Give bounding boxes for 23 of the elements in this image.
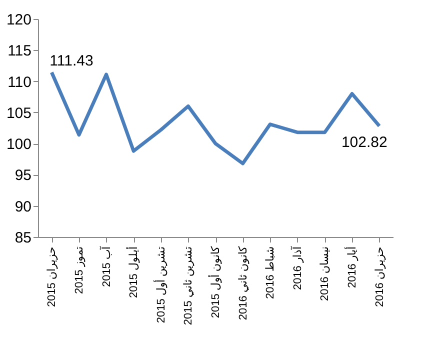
y-tick-label: 100 <box>6 136 32 154</box>
x-tick-label: نيسان 2016 <box>319 246 332 302</box>
y-tick-label: 105 <box>6 104 32 122</box>
x-tick-label: أيار 2016 <box>344 246 359 288</box>
x-tick-label: أيلول 2015 <box>126 246 140 298</box>
y-tick-label: 95 <box>14 167 32 184</box>
x-tick-label: حزيران 2016 <box>374 246 386 308</box>
x-tick-label: تموز 2015 <box>73 246 86 294</box>
x-tick-label: تشرين أول 2015 <box>153 246 168 324</box>
x-tick-label: كانون ثاني 2016 <box>237 246 250 320</box>
x-tick-label: تشرين ثاني 2015 <box>182 246 195 326</box>
y-tick-label: 120 <box>6 12 32 28</box>
y-tick-label: 115 <box>8 42 32 60</box>
data-label: 111.43 <box>50 52 94 70</box>
y-tick-label: 85 <box>14 230 32 246</box>
x-tick-label: كانون أول 2015 <box>208 246 222 318</box>
x-tick-label: حزيران 2015 <box>46 246 58 308</box>
x-tick-label: آب 2015 <box>100 246 113 288</box>
x-tick-label: آذار 2016 <box>290 246 304 290</box>
data-label: 102.82 <box>341 134 388 152</box>
x-tick-label: شباط 2016 <box>264 246 277 300</box>
y-tick-label: 110 <box>8 74 32 91</box>
y-tick-label: 90 <box>14 198 32 216</box>
